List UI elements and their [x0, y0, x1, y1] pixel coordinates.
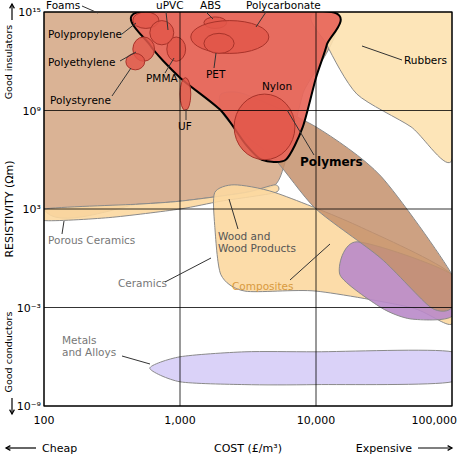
region-label: Polymers	[300, 155, 363, 169]
leader-line	[122, 356, 150, 364]
leader-line	[186, 109, 187, 120]
grid	[44, 12, 452, 406]
arrow	[6, 447, 36, 448]
region-label: Nylon	[262, 80, 292, 92]
grid-line	[44, 110, 452, 111]
region-label: Rubbers	[404, 54, 447, 66]
leader-line	[82, 6, 98, 13]
y-tick-label: 10⁻³	[17, 302, 41, 315]
plot-frame	[44, 12, 452, 406]
region-label: PMMA	[146, 72, 178, 84]
leader-line	[166, 12, 168, 30]
region-label: ABS	[200, 0, 221, 11]
leader-line	[62, 221, 64, 234]
region-label: Foams	[46, 0, 80, 11]
leader-line	[229, 199, 238, 229]
arrow	[11, 4, 12, 20]
material-region	[219, 92, 452, 311]
leader-line	[120, 52, 136, 61]
arrow	[11, 398, 12, 414]
leader-line	[287, 110, 314, 155]
leaders	[62, 6, 402, 364]
material-region	[131, 12, 341, 162]
leader-line	[214, 53, 216, 68]
material-ellipse	[204, 33, 234, 53]
x-tick-label: 1,000	[164, 414, 196, 427]
region-label: Polypropylene	[48, 28, 122, 40]
y-tick-label: 10¹⁵	[18, 6, 41, 19]
leader-line	[290, 244, 330, 280]
material-region	[150, 350, 452, 385]
region-label: PET	[206, 68, 226, 80]
chart: 100 1,000 10,000 100,000 10⁻⁹ 10⁻³ 10³ 10⁹ 10¹⁵ R…	[0, 0, 459, 463]
arrow-head	[10, 410, 15, 414]
leader-line	[165, 258, 211, 282]
material-ellipse	[180, 78, 191, 111]
region-label: Polystyrene	[50, 94, 111, 106]
grid-line	[44, 307, 452, 308]
region-label: Porous Ceramics	[48, 234, 135, 246]
y-axis-label: RESISTIVITY (Ωm)	[3, 160, 16, 257]
annotation: Cheap	[42, 442, 77, 455]
texts: 100 1,000 10,000 100,000 10⁻⁹ 10⁻³ 10³ 10⁹ 10¹⁵ R…	[3, 0, 457, 455]
x-axis-label: COST (£/m³)	[214, 442, 282, 455]
leader-line	[122, 23, 136, 34]
x-tick-label: 100	[34, 414, 55, 427]
x-tick-label: 100,000	[412, 414, 458, 427]
annotation: Good conductors	[3, 312, 14, 393]
x-tick-label: 10,000	[297, 414, 336, 427]
region-label: uPVC	[156, 0, 184, 11]
material-ellipse	[150, 21, 174, 45]
region-label: Ceramics	[118, 277, 167, 289]
region-label: Composites	[232, 280, 294, 292]
arrows	[6, 4, 452, 450]
annotation: Expensive	[356, 442, 412, 455]
region-label: Metalsand Alloys	[62, 334, 116, 358]
arrow	[418, 447, 452, 448]
grid-line	[44, 209, 452, 210]
regions	[44, 12, 452, 385]
annotation: Good insulators	[3, 25, 14, 100]
leader-line	[362, 46, 402, 60]
leader-line	[112, 68, 131, 96]
y-tick-label: 10³	[23, 203, 41, 216]
arrow-head	[6, 446, 10, 451]
arrow-head	[10, 4, 15, 8]
arrow-head	[448, 446, 452, 451]
material-ellipse	[234, 94, 295, 160]
leader-line	[206, 12, 213, 19]
region-label: Polyethylene	[48, 56, 115, 68]
region-label: Polycarbonate	[246, 0, 321, 11]
region-label: UF	[178, 120, 192, 132]
y-tick-label: 10⁻⁹	[17, 400, 41, 413]
leader-line	[256, 12, 266, 27]
y-tick-label: 10⁹	[23, 105, 41, 118]
region-label: Wood andWood Products	[218, 230, 296, 254]
leader-line	[165, 58, 174, 73]
